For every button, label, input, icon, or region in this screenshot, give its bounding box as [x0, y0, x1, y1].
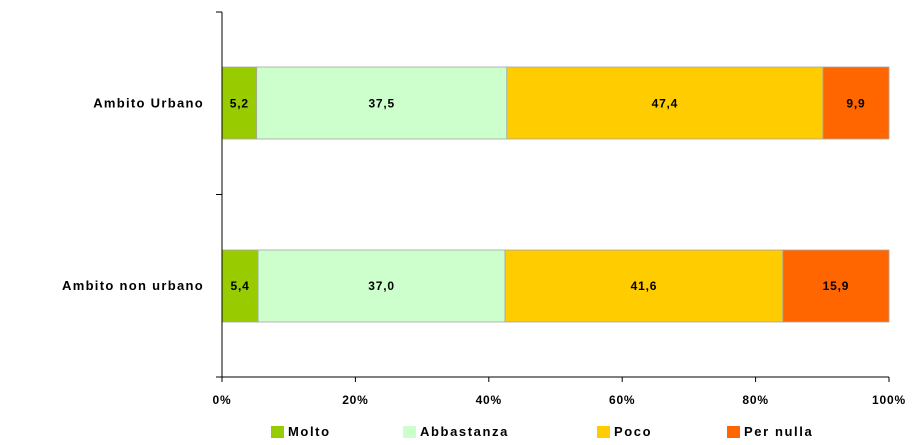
- legend-label: Molto: [288, 424, 331, 439]
- category-label: Ambito Urbano: [93, 95, 204, 110]
- legend-swatch: [727, 425, 740, 438]
- bar-segment-1-4: [822, 66, 890, 140]
- legend-label: Abbastanza: [420, 424, 509, 439]
- labels-layer: 5,2 37,5 47,4 9,9 Ambito Urbano 5,4 37,0 41,6 15…: [62, 95, 906, 407]
- x-tick-label: 40%: [476, 393, 502, 407]
- bars-layer: [221, 66, 890, 323]
- data-label: 47,4: [652, 96, 679, 110]
- x-tick-label: 20%: [342, 393, 368, 407]
- bar-segment-2-4: [782, 249, 890, 323]
- bar-segment-2-1: [221, 249, 259, 323]
- legend-item: Molto: [271, 424, 331, 439]
- legend-label: Per nulla: [744, 424, 814, 439]
- legend-swatch: [403, 425, 416, 438]
- x-tick-label: 80%: [742, 393, 768, 407]
- legend: Molto Abbastanza Poco Per nulla: [0, 424, 914, 442]
- bar-segment-1-2: [256, 66, 508, 140]
- x-tick-label: 60%: [609, 393, 635, 407]
- data-label: 9,9: [846, 96, 865, 110]
- bar-segment-2-3: [504, 249, 784, 323]
- data-label: 5,2: [230, 96, 249, 110]
- bar-segment-1-1: [221, 66, 258, 140]
- data-label: 37,5: [368, 96, 395, 110]
- legend-swatch: [271, 425, 284, 438]
- data-label: 41,6: [631, 279, 658, 293]
- legend-label: Poco: [614, 424, 653, 439]
- legend-item: Poco: [597, 424, 652, 439]
- data-label: 15,9: [823, 279, 850, 293]
- legend-item: Abbastanza: [403, 424, 509, 439]
- data-label: 5,4: [230, 279, 249, 293]
- x-tick-label: 100%: [872, 393, 906, 407]
- axes-layer: [216, 11, 890, 382]
- legend-swatch: [597, 425, 610, 438]
- data-label: 37,0: [368, 279, 395, 293]
- bar-segment-2-2: [257, 249, 506, 323]
- x-tick-label: 0%: [213, 393, 232, 407]
- category-label: Ambito non urbano: [62, 278, 204, 293]
- bar-segment-1-3: [506, 66, 824, 140]
- legend-item: Per nulla: [727, 424, 813, 439]
